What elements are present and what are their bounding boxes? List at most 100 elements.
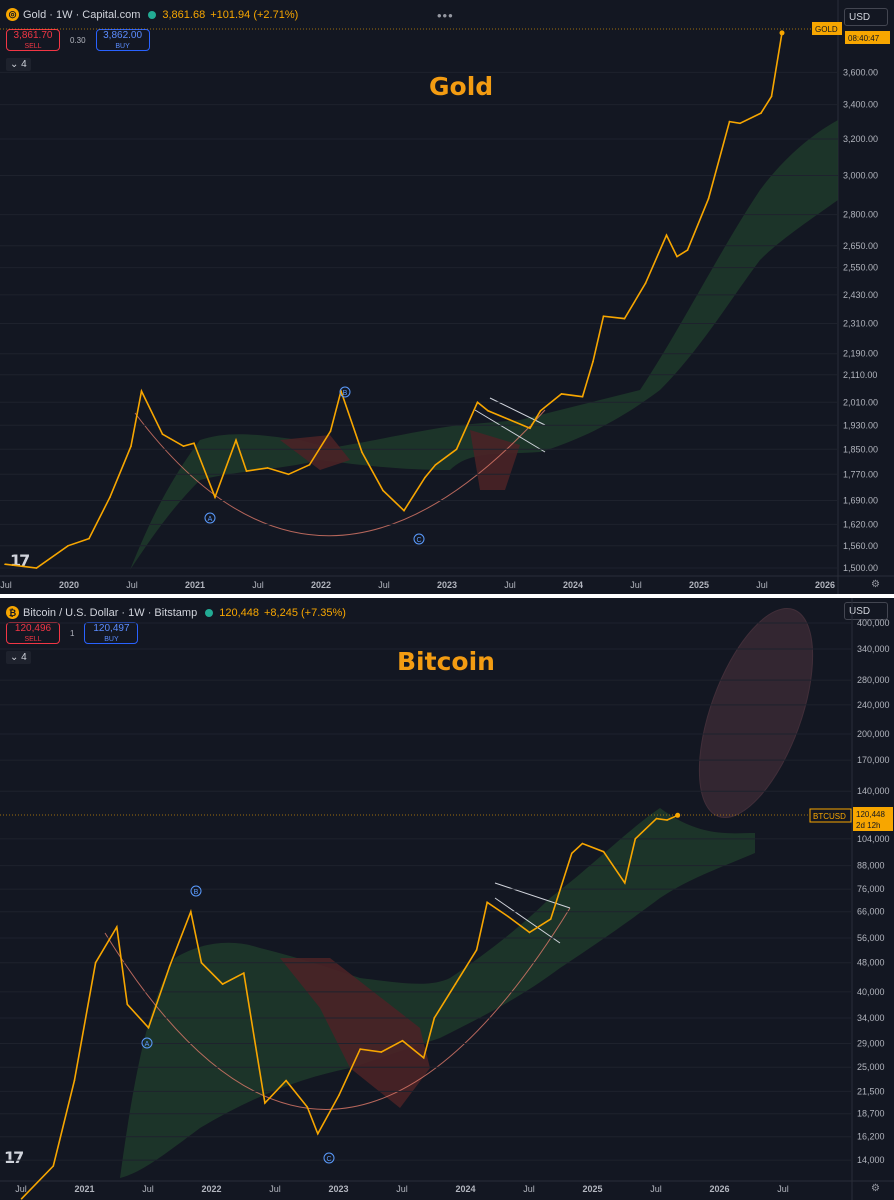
x-tick-label: Jul	[523, 1184, 535, 1194]
x-tick-label: Jul	[126, 580, 138, 590]
y-tick-label: 21,500	[857, 1086, 885, 1096]
data-point	[623, 317, 626, 320]
x-tick-label: Jul	[0, 580, 12, 590]
y-tick-label: 18,700	[857, 1109, 885, 1119]
y-tick-label: 200,000	[857, 729, 890, 739]
gold-header: ◎ Gold · 1W · Capital.com 3,861.68 +101.…	[6, 8, 298, 21]
y-tick-label: 16,200	[857, 1132, 885, 1142]
buy-label: BUY	[115, 43, 130, 50]
currency-selector[interactable]: USD	[844, 8, 888, 26]
sell-price: 120,496	[14, 623, 52, 634]
indicators-toggle[interactable]: ⌄ 4	[6, 651, 31, 664]
data-point	[424, 476, 426, 479]
countdown-label: 08:40:47	[848, 34, 880, 43]
gear-icon[interactable]: ⚙	[871, 579, 880, 590]
data-point	[728, 120, 731, 123]
channel-lower	[474, 409, 546, 453]
data-point	[266, 467, 269, 469]
trade-buttons: 3,861.70 SELL 0.30 3,862.00 BUY	[6, 29, 150, 51]
data-point	[190, 910, 192, 913]
buy-button[interactable]: 3,862.00 BUY	[95, 29, 150, 51]
data-point	[94, 961, 97, 964]
data-point	[242, 972, 245, 974]
gear-icon[interactable]: ⚙	[871, 1183, 880, 1194]
data-point	[193, 442, 195, 444]
spread-value: 0.30	[70, 35, 86, 45]
symbol-price-tag-label: GOLD	[815, 25, 838, 34]
x-tick-label: Jul	[777, 1184, 789, 1194]
data-point	[571, 852, 573, 855]
x-tick-label: Jul	[504, 580, 516, 590]
market-open-dot-icon	[148, 10, 157, 19]
x-tick-label: Jul	[252, 580, 264, 590]
more-options-icon[interactable]: •••	[437, 8, 454, 23]
data-point	[581, 395, 584, 398]
data-point	[665, 234, 668, 237]
y-tick-label: 170,000	[857, 755, 890, 765]
annotation-b: B	[190, 885, 202, 897]
data-point	[476, 401, 479, 404]
bitcoin-chart-panel[interactable]: ₿ Bitcoin / U.S. Dollar · 1W · Bitstamp …	[0, 598, 894, 1200]
y-tick-label: 340,000	[857, 644, 890, 654]
x-tick-label: 2022	[311, 580, 331, 590]
projection-ellipse	[698, 607, 814, 819]
y-tick-label: 240,000	[857, 700, 890, 710]
symbol-title[interactable]: Bitcoin / U.S. Dollar · 1W · Bitstamp	[23, 606, 198, 619]
data-point	[623, 882, 626, 884]
y-tick-label: 34,000	[857, 1013, 885, 1023]
data-point	[760, 112, 762, 114]
data-point	[539, 410, 542, 412]
last-point-marker	[675, 812, 681, 818]
price-change: +101.94 (+2.71%)	[210, 8, 299, 21]
y-tick-label: 2,190.00	[843, 349, 878, 359]
tradingview-logo-icon: 17	[4, 1148, 24, 1167]
data-point	[455, 448, 458, 451]
svg-text:A: A	[208, 516, 213, 523]
data-point	[52, 1165, 55, 1167]
data-point	[308, 463, 311, 466]
y-tick-label: 2,310.00	[843, 319, 878, 329]
data-point	[707, 197, 710, 200]
last-price: 3,861.68	[162, 8, 206, 21]
channel-lower	[494, 897, 561, 944]
gold-coin-icon: ◎	[6, 8, 19, 21]
x-tick-label: Jul	[15, 1184, 27, 1194]
data-point	[245, 470, 248, 472]
x-tick-label: 2026	[709, 1184, 729, 1194]
data-point	[380, 1051, 383, 1053]
data-point	[147, 1026, 150, 1029]
data-point	[401, 1039, 404, 1042]
cloud-red	[280, 958, 430, 1108]
y-tick-label: 2,800.00	[843, 210, 878, 220]
annotation-b: B	[339, 386, 351, 398]
symbol-title[interactable]: Gold · 1W · Capital.com	[23, 8, 141, 21]
x-tick-label: 2022	[201, 1184, 221, 1194]
data-point	[634, 838, 637, 840]
data-point	[329, 430, 332, 432]
svg-text:B: B	[194, 889, 199, 896]
y-tick-label: 1,770.00	[843, 469, 878, 479]
data-point	[508, 418, 510, 421]
x-tick-label: 2020	[59, 580, 79, 590]
svg-text:B: B	[343, 390, 348, 397]
x-tick-label: 2024	[563, 580, 583, 590]
data-point	[200, 961, 203, 964]
x-tick-label: 2025	[582, 1184, 602, 1194]
currency-selector[interactable]: USD	[844, 602, 888, 620]
y-tick-label: 48,000	[857, 958, 885, 968]
countdown-tag	[845, 31, 890, 44]
gold-chart-panel[interactable]: ◎ Gold · 1W · Capital.com 3,861.68 +101.…	[0, 0, 894, 594]
y-tick-label: 66,000	[857, 907, 885, 917]
y-tick-label: 2,430.00	[843, 290, 878, 300]
cloud-green	[120, 808, 755, 1178]
svg-text:A: A	[145, 1041, 150, 1048]
annotation-a: A	[141, 1037, 153, 1049]
y-tick-label: 3,400.00	[843, 100, 878, 110]
data-point	[486, 901, 488, 904]
data-point	[317, 1133, 319, 1135]
data-point	[644, 282, 647, 285]
y-tick-label: 1,620.00	[843, 519, 878, 529]
data-point	[676, 255, 678, 258]
indicators-toggle[interactable]: ⌄ 4	[6, 58, 31, 71]
data-point	[454, 983, 457, 985]
